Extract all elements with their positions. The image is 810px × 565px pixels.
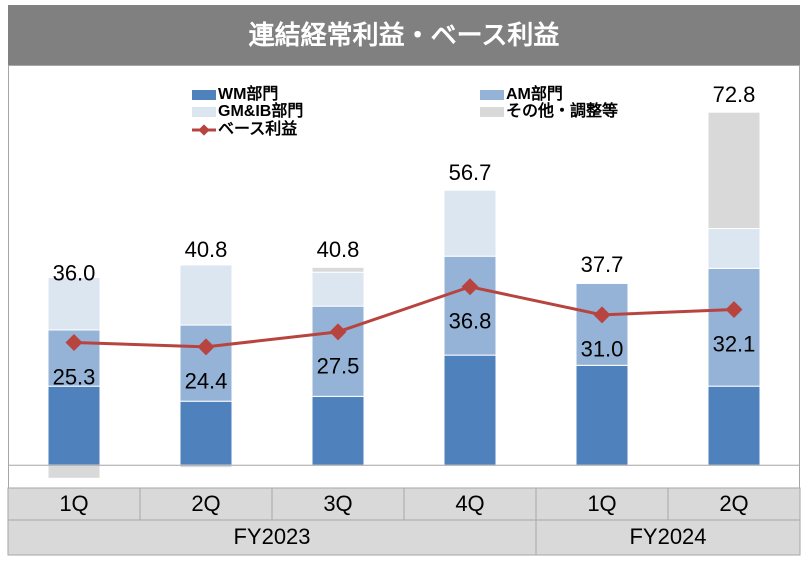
bar-segment <box>707 385 761 466</box>
x-tick-label: 1Q <box>587 491 616 516</box>
category-cell <box>403 487 537 521</box>
legend-label: AM部門 <box>506 84 563 103</box>
legend-label: WM部門 <box>218 84 278 103</box>
total-label: 40.8 <box>317 237 360 262</box>
category-cell <box>139 487 273 521</box>
bar-segment <box>47 277 101 331</box>
x-tick-label: 2Q <box>191 491 220 516</box>
bar-segment <box>311 395 365 466</box>
line-marker <box>197 338 215 356</box>
total-label: 37.7 <box>581 252 624 277</box>
legend-swatch <box>480 107 504 117</box>
category-cell <box>667 487 801 521</box>
line-marker <box>65 334 83 352</box>
bar-segment <box>575 281 629 284</box>
line-marker <box>725 301 743 319</box>
line-value-label: 25.3 <box>53 364 96 389</box>
line-value-label: 27.5 <box>317 354 360 379</box>
line-marker <box>593 306 611 324</box>
bar-segment <box>443 189 497 257</box>
bar-segment <box>179 400 233 466</box>
line-value-label: 31.0 <box>581 337 624 362</box>
x-tick-label: 3Q <box>323 491 352 516</box>
bar-segment <box>311 266 365 273</box>
x-tick-label: 4Q <box>455 491 484 516</box>
line <box>73 285 735 349</box>
bar-segment <box>179 264 233 326</box>
bar-segment <box>311 271 365 307</box>
x-tick-label: 1Q <box>59 491 88 516</box>
total-label: 36.0 <box>53 260 96 285</box>
bar-segment <box>575 364 629 466</box>
legend-swatch <box>192 90 216 100</box>
x-tick-label: 2Q <box>719 491 748 516</box>
total-label: 56.7 <box>449 160 492 185</box>
bar-segment <box>47 385 101 466</box>
bar-segment <box>707 228 761 269</box>
bar-segment <box>443 255 497 356</box>
chart-title: 連結経常利益・ベース利益 <box>249 20 560 50</box>
bar-segment <box>707 267 761 387</box>
total-label: 40.8 <box>185 237 228 262</box>
line-value-label: 32.1 <box>713 331 756 356</box>
bar-segment <box>311 305 365 397</box>
legend-swatch <box>480 90 504 100</box>
bar-segment <box>707 111 761 230</box>
legend-marker <box>198 124 210 136</box>
bar-segment <box>179 324 233 402</box>
line-marker <box>461 278 479 296</box>
line-value-label: 24.4 <box>185 369 228 394</box>
group-cell <box>535 519 801 556</box>
legend-label: その他・調整等 <box>506 101 618 120</box>
line-marker <box>329 323 347 341</box>
legend-label: GM&IB部門 <box>218 101 303 120</box>
total-label: 72.8 <box>713 82 756 107</box>
bar-segment <box>443 354 497 466</box>
group-label: FY2024 <box>629 524 706 549</box>
bar-segment <box>47 464 101 479</box>
group-label: FY2023 <box>233 524 310 549</box>
legend-swatch <box>192 107 216 117</box>
legend-label: ベース利益 <box>218 119 297 138</box>
line-value-label: 36.8 <box>449 309 492 334</box>
title-banner <box>8 5 800 65</box>
